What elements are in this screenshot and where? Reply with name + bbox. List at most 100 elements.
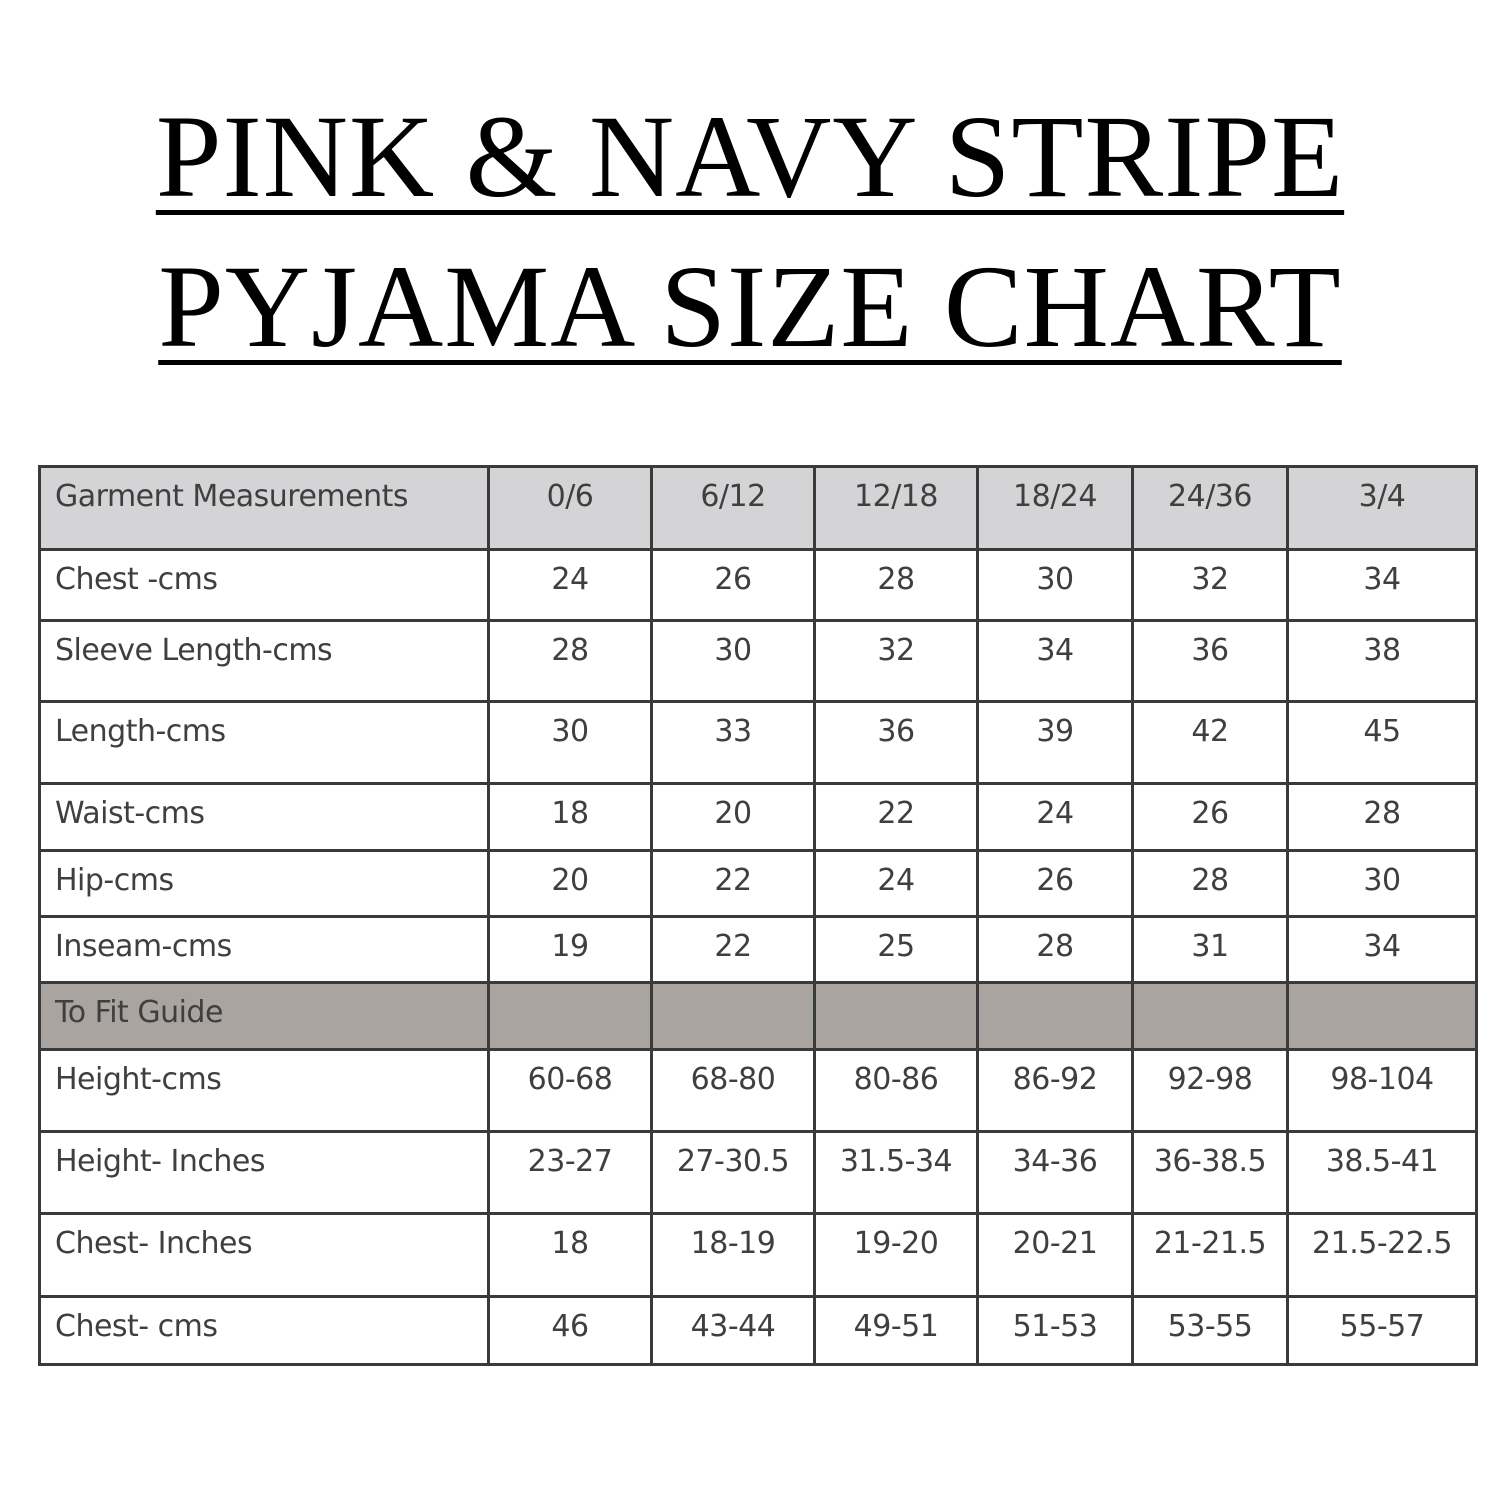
cell-text: 86-92 — [1012, 1062, 1098, 1097]
cell-text: 26 — [714, 562, 752, 597]
cell-text — [653, 984, 813, 998]
cell-text: Chest- cms — [55, 1309, 218, 1344]
cell-text: 51-53 — [1012, 1309, 1098, 1344]
value-cell: 55-57 — [1286, 1295, 1478, 1366]
cell-text: 36 — [877, 714, 915, 749]
cell-text: 53-55 — [1167, 1309, 1253, 1344]
value-cell: 20 — [650, 782, 816, 852]
cell-text: To Fit Guide — [55, 995, 223, 1030]
row-label-cell: Chest- cms — [38, 1295, 490, 1366]
cell-text: 18-19 — [690, 1226, 776, 1261]
title-line-1: PINK & NAVY STRIPE — [155, 91, 1345, 222]
cell-text: 34 — [1363, 562, 1401, 597]
value-cell — [1131, 981, 1289, 1051]
value-cell: 32 — [813, 619, 979, 703]
cell-text: Inseam-cms — [55, 929, 232, 964]
value-cell: 18-19 — [650, 1212, 816, 1298]
value-cell: 23-27 — [487, 1130, 653, 1215]
cell-text: 22 — [714, 863, 752, 898]
row-label-cell: Garment Measurements — [38, 465, 490, 551]
value-cell: 24 — [487, 548, 653, 622]
cell-text: 6/12 — [700, 479, 766, 514]
value-cell: 60-68 — [487, 1048, 653, 1133]
cell-text: 68-80 — [690, 1062, 776, 1097]
cell-text: 19-20 — [853, 1226, 939, 1261]
cell-text: Sleeve Length-cms — [55, 633, 333, 668]
value-cell: 30 — [650, 619, 816, 703]
row-label-cell: To Fit Guide — [38, 981, 490, 1051]
value-cell: 24 — [813, 849, 979, 918]
value-cell: 6/12 — [650, 465, 816, 551]
cell-text: 33 — [714, 714, 752, 749]
value-cell: 24/36 — [1131, 465, 1289, 551]
value-cell: 86-92 — [976, 1048, 1134, 1133]
cell-text: Waist-cms — [55, 796, 205, 831]
cell-text: 30 — [1363, 863, 1401, 898]
value-cell: 30 — [487, 700, 653, 785]
value-cell: 34 — [1286, 548, 1478, 622]
row-label-cell: Height- Inches — [38, 1130, 490, 1215]
garment-row: Inseam-cms 19 22 25 28 31 34 — [38, 915, 1478, 984]
value-cell: 19 — [487, 915, 653, 984]
value-cell: 21.5-22.5 — [1286, 1212, 1478, 1298]
value-cell: 26 — [1131, 782, 1289, 852]
cell-text: 28 — [551, 633, 589, 668]
value-cell: 24 — [976, 782, 1134, 852]
cell-text: 22 — [714, 929, 752, 964]
value-cell: 25 — [813, 915, 979, 984]
row-label-cell: Chest -cms — [38, 548, 490, 622]
value-cell: 68-80 — [650, 1048, 816, 1133]
cell-text — [490, 984, 650, 998]
cell-text: Length-cms — [55, 714, 226, 749]
value-cell: 30 — [976, 548, 1134, 622]
cell-text: 60-68 — [527, 1062, 613, 1097]
value-cell: 34-36 — [976, 1130, 1134, 1215]
garment-row: Chest -cms 24 26 28 30 32 34 — [38, 548, 1478, 622]
value-cell: 30 — [1286, 849, 1478, 918]
cell-text: 28 — [1036, 929, 1074, 964]
cell-text: 36 — [1191, 633, 1229, 668]
value-cell: 28 — [976, 915, 1134, 984]
cell-text: Chest- Inches — [55, 1226, 253, 1261]
value-cell: 42 — [1131, 700, 1289, 785]
value-cell: 51-53 — [976, 1295, 1134, 1366]
row-label-cell: Length-cms — [38, 700, 490, 785]
cell-text: 92-98 — [1167, 1062, 1253, 1097]
cell-text: 0/6 — [546, 479, 594, 514]
value-cell: 22 — [650, 915, 816, 984]
cell-text: 55-57 — [1339, 1309, 1425, 1344]
cell-text — [816, 984, 976, 998]
cell-text: 28 — [1191, 863, 1229, 898]
cell-text: 12/18 — [854, 479, 938, 514]
value-cell: 0/6 — [487, 465, 653, 551]
value-cell: 49-51 — [813, 1295, 979, 1366]
value-cell: 36 — [1131, 619, 1289, 703]
cell-text: 36-38.5 — [1153, 1144, 1267, 1179]
cell-text: Height-cms — [55, 1062, 222, 1097]
value-cell: 31 — [1131, 915, 1289, 984]
cell-text: 24 — [1036, 796, 1074, 831]
value-cell — [813, 981, 979, 1051]
row-label-cell: Hip-cms — [38, 849, 490, 918]
value-cell: 28 — [813, 548, 979, 622]
garment-row: Hip-cms 20 22 24 26 28 30 — [38, 849, 1478, 918]
cell-text: 80-86 — [853, 1062, 939, 1097]
value-cell: 20-21 — [976, 1212, 1134, 1298]
cell-text: 20 — [714, 796, 752, 831]
value-cell: 27-30.5 — [650, 1130, 816, 1215]
value-cell: 31.5-34 — [813, 1130, 979, 1215]
cell-text: 34-36 — [1012, 1144, 1098, 1179]
cell-text: 39 — [1036, 714, 1074, 749]
cell-text: 24/36 — [1168, 479, 1252, 514]
fit-row: Chest- Inches 18 18-19 19-20 20-21 21-21.5 21.… — [38, 1212, 1478, 1298]
value-cell: 28 — [1286, 782, 1478, 852]
fit-row: Chest- cms 46 43-44 49-51 51-53 53-55 55-57 — [38, 1295, 1478, 1366]
value-cell: 22 — [650, 849, 816, 918]
value-cell: 32 — [1131, 548, 1289, 622]
fit-row: Height- Inches 23-27 27-30.5 31.5-34 34-36 36… — [38, 1130, 1478, 1215]
value-cell: 46 — [487, 1295, 653, 1366]
row-label-cell: Height-cms — [38, 1048, 490, 1133]
cell-text: Hip-cms — [55, 863, 174, 898]
cell-text: 98-104 — [1330, 1062, 1434, 1097]
garment-row: Length-cms 30 33 36 39 42 45 — [38, 700, 1478, 785]
